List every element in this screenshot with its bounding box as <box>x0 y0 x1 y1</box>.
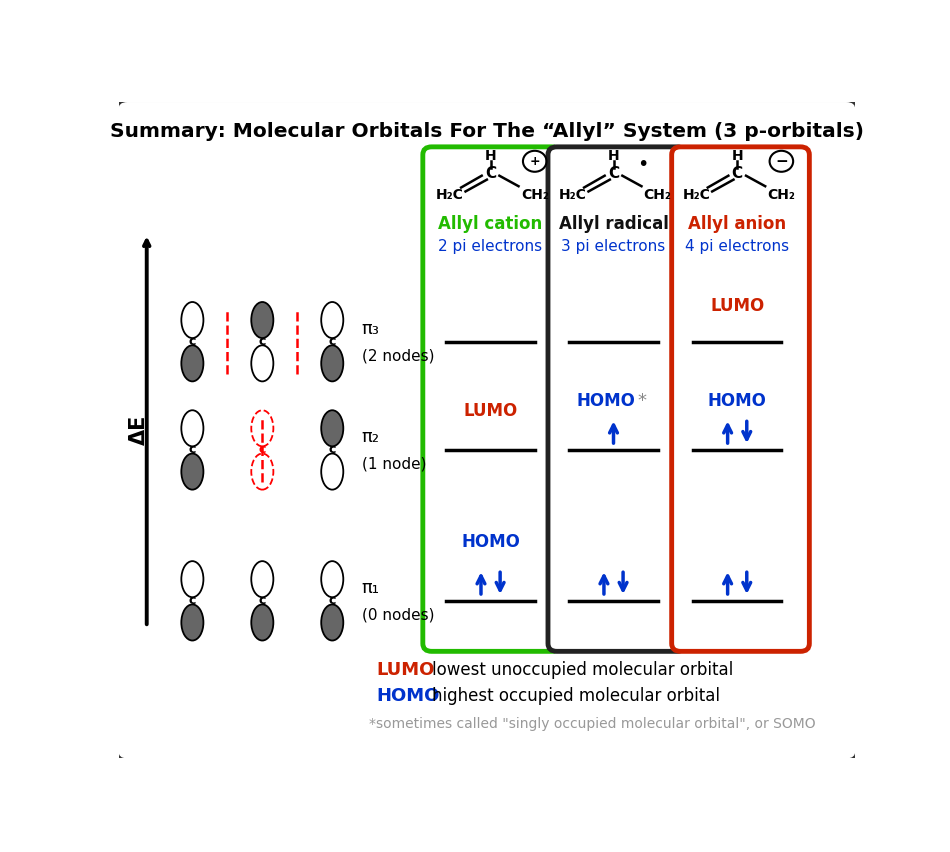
Text: Allyl anion: Allyl anion <box>688 215 787 233</box>
Ellipse shape <box>181 302 203 338</box>
FancyBboxPatch shape <box>548 147 686 651</box>
Text: c: c <box>258 335 266 348</box>
Ellipse shape <box>251 561 274 597</box>
Text: C: C <box>485 165 496 181</box>
Ellipse shape <box>251 604 274 641</box>
Text: Allyl radical: Allyl radical <box>559 215 669 233</box>
Text: +: + <box>529 155 540 168</box>
Ellipse shape <box>181 453 203 490</box>
Text: HOMO: HOMO <box>376 687 440 705</box>
Text: π₂: π₂ <box>362 428 380 446</box>
FancyBboxPatch shape <box>423 147 560 651</box>
Text: *: * <box>637 392 646 410</box>
Text: *sometimes called "singly occupied molecular orbital", or SOMO: *sometimes called "singly occupied molec… <box>369 717 816 731</box>
Ellipse shape <box>321 302 343 338</box>
Text: −: − <box>775 153 788 169</box>
Text: CH₂: CH₂ <box>521 188 549 203</box>
Text: CH₂: CH₂ <box>644 188 672 203</box>
Text: π₁: π₁ <box>362 579 380 596</box>
Text: CH₂: CH₂ <box>768 188 795 203</box>
Text: (2 nodes): (2 nodes) <box>362 348 434 364</box>
Ellipse shape <box>181 411 203 446</box>
Text: 4 pi electrons: 4 pi electrons <box>685 239 789 254</box>
Text: c: c <box>329 335 336 348</box>
Ellipse shape <box>251 411 274 446</box>
Text: c: c <box>189 595 196 607</box>
FancyBboxPatch shape <box>117 101 857 760</box>
Text: Allyl cation: Allyl cation <box>439 215 542 233</box>
Ellipse shape <box>321 453 343 490</box>
Text: LUMO: LUMO <box>376 660 435 679</box>
Text: (0 nodes): (0 nodes) <box>362 607 434 623</box>
Ellipse shape <box>251 453 274 490</box>
Text: c: c <box>189 443 196 457</box>
Text: 3 pi electrons: 3 pi electrons <box>561 239 666 254</box>
Text: HOMO: HOMO <box>577 392 636 410</box>
Text: H₂C: H₂C <box>436 188 464 203</box>
Text: (1 node): (1 node) <box>362 457 427 472</box>
Text: H: H <box>484 149 496 163</box>
Text: HOMO: HOMO <box>461 532 520 550</box>
Text: C: C <box>732 165 743 181</box>
Text: H₂C: H₂C <box>683 188 711 203</box>
Text: LUMO: LUMO <box>710 296 765 314</box>
Text: H₂C: H₂C <box>560 188 587 203</box>
FancyBboxPatch shape <box>672 147 809 651</box>
Text: highest occupied molecular orbital: highest occupied molecular orbital <box>431 687 720 705</box>
Text: π₃: π₃ <box>362 320 380 337</box>
Ellipse shape <box>181 345 203 382</box>
Ellipse shape <box>321 561 343 597</box>
Text: LUMO: LUMO <box>464 401 518 419</box>
Text: H: H <box>608 149 619 163</box>
Ellipse shape <box>251 302 274 338</box>
Ellipse shape <box>321 345 343 382</box>
Text: C: C <box>608 165 619 181</box>
Text: lowest unoccupied molecular orbital: lowest unoccupied molecular orbital <box>431 660 732 679</box>
Text: c: c <box>258 595 266 607</box>
Text: Summary: Molecular Orbitals For The “Allyl” System (3 p-orbitals): Summary: Molecular Orbitals For The “All… <box>110 122 864 141</box>
Text: c: c <box>329 443 336 457</box>
Ellipse shape <box>181 561 203 597</box>
Text: c: c <box>258 443 266 457</box>
Ellipse shape <box>321 411 343 446</box>
Text: HOMO: HOMO <box>708 392 767 410</box>
Text: c: c <box>329 595 336 607</box>
Text: c: c <box>189 335 196 348</box>
Ellipse shape <box>321 604 343 641</box>
Text: 2 pi electrons: 2 pi electrons <box>439 239 542 254</box>
Text: ΔE: ΔE <box>129 415 149 446</box>
Text: •: • <box>637 155 649 174</box>
Text: H: H <box>732 149 743 163</box>
Ellipse shape <box>251 345 274 382</box>
Ellipse shape <box>181 604 203 641</box>
